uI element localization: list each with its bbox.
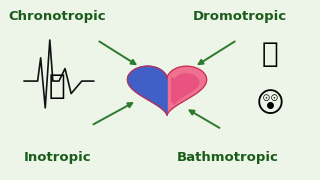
Text: Dromotropic: Dromotropic [193, 10, 287, 23]
Polygon shape [172, 74, 199, 104]
Text: Inotropic: Inotropic [24, 151, 91, 164]
Polygon shape [127, 66, 207, 115]
Polygon shape [127, 66, 167, 115]
Text: 💪: 💪 [49, 72, 66, 100]
Text: 🏍️: 🏍️ [262, 40, 279, 68]
Text: Chronotropic: Chronotropic [9, 10, 106, 23]
Text: 😲: 😲 [256, 90, 285, 118]
Text: Bathmotropic: Bathmotropic [177, 151, 279, 164]
